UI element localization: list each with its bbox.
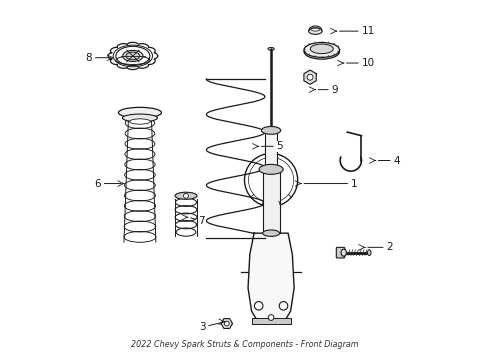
Ellipse shape: [126, 52, 140, 60]
Circle shape: [306, 74, 312, 80]
Ellipse shape: [341, 249, 346, 256]
Text: 4: 4: [378, 156, 399, 166]
Ellipse shape: [259, 165, 283, 174]
Ellipse shape: [367, 250, 370, 256]
Bar: [264, 127, 277, 169]
Text: 1: 1: [304, 179, 357, 189]
Circle shape: [224, 321, 229, 326]
Text: 3: 3: [199, 322, 222, 332]
Text: 9: 9: [318, 85, 337, 95]
FancyBboxPatch shape: [251, 318, 290, 324]
Text: 11: 11: [339, 26, 374, 36]
Text: 8: 8: [85, 53, 110, 63]
Ellipse shape: [304, 42, 339, 57]
Ellipse shape: [122, 50, 142, 62]
Circle shape: [279, 302, 287, 310]
Ellipse shape: [118, 107, 161, 118]
Ellipse shape: [309, 44, 333, 54]
Text: 2022 Chevy Spark Struts & Components - Front Diagram: 2022 Chevy Spark Struts & Components - F…: [130, 341, 358, 350]
Text: 7: 7: [190, 216, 204, 226]
Ellipse shape: [129, 119, 150, 124]
Text: 5: 5: [261, 141, 283, 151]
Ellipse shape: [175, 192, 197, 199]
FancyBboxPatch shape: [336, 247, 344, 258]
Text: 6: 6: [94, 179, 121, 189]
Polygon shape: [221, 319, 232, 328]
Circle shape: [254, 302, 263, 310]
Circle shape: [183, 193, 188, 198]
Ellipse shape: [122, 114, 157, 122]
Ellipse shape: [262, 230, 279, 237]
Ellipse shape: [261, 126, 280, 134]
Ellipse shape: [308, 28, 322, 34]
Polygon shape: [304, 70, 316, 84]
Bar: [262, 168, 279, 233]
Polygon shape: [247, 233, 293, 320]
Ellipse shape: [267, 48, 274, 50]
Text: 2: 2: [367, 242, 392, 252]
Ellipse shape: [304, 44, 339, 59]
Circle shape: [268, 315, 273, 320]
Text: 10: 10: [346, 58, 374, 68]
